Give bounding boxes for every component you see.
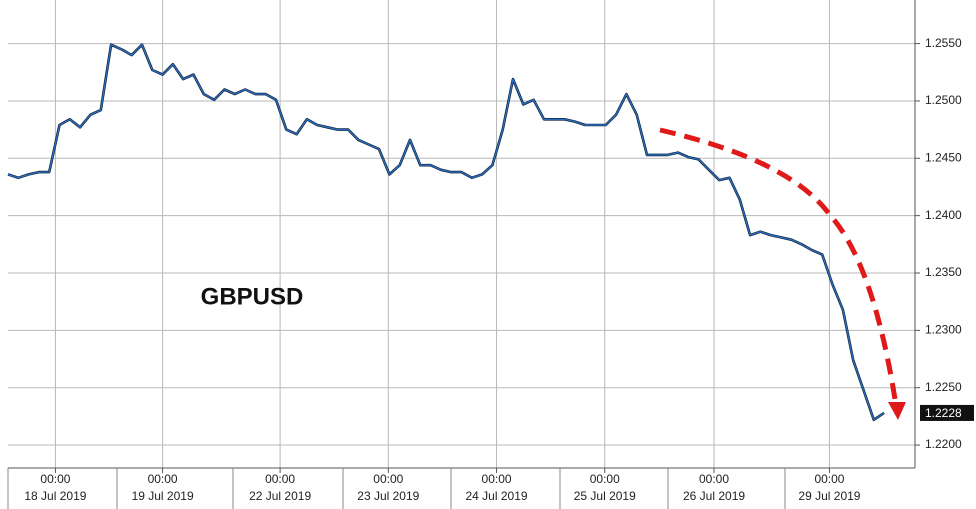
last-value-box: [920, 404, 974, 421]
y-tick-label: 1.2550: [925, 36, 962, 50]
y-tick-label: 1.2450: [925, 150, 962, 164]
annotation: GBPUSD: [201, 283, 304, 310]
y-tick-label: 1.2300: [925, 323, 962, 337]
x-tick-label: 00:00: [265, 472, 295, 486]
x-tick-label: 00:00: [590, 472, 620, 486]
y-tick-label: 1.2250: [925, 380, 962, 394]
x-tick-label: 00:00: [814, 472, 844, 486]
plot: [7, 43, 885, 422]
x-date-label: 26 Jul 2019: [683, 489, 745, 503]
y-tick-label: 1.2350: [925, 265, 962, 279]
x-date-label: 23 Jul 2019: [357, 489, 419, 503]
price-line: [7, 44, 885, 421]
x-tick-label: 00:00: [373, 472, 403, 486]
last-value-label: 1.2228: [925, 406, 962, 420]
x-date-label: 22 Jul 2019: [249, 489, 311, 503]
arrow-head: [888, 402, 906, 420]
x-tick-label: 00:00: [482, 472, 512, 486]
day-separators: [7, 468, 786, 509]
x-tick-label: 00:00: [148, 472, 178, 486]
y-tick-label: 1.2400: [925, 208, 962, 222]
grid: [8, 0, 915, 468]
y-tick-label: 1.2200: [925, 437, 962, 451]
x-tick-label: 00:00: [40, 472, 70, 486]
x-date-label: 29 Jul 2019: [798, 489, 860, 503]
x-tick-label: 00:00: [699, 472, 729, 486]
x-date-label: 24 Jul 2019: [466, 489, 528, 503]
x-date-label: 18 Jul 2019: [24, 489, 86, 503]
x-date-label: 25 Jul 2019: [574, 489, 636, 503]
y-tick-label: 1.2500: [925, 93, 962, 107]
x-date-label: 19 Jul 2019: [132, 489, 194, 503]
